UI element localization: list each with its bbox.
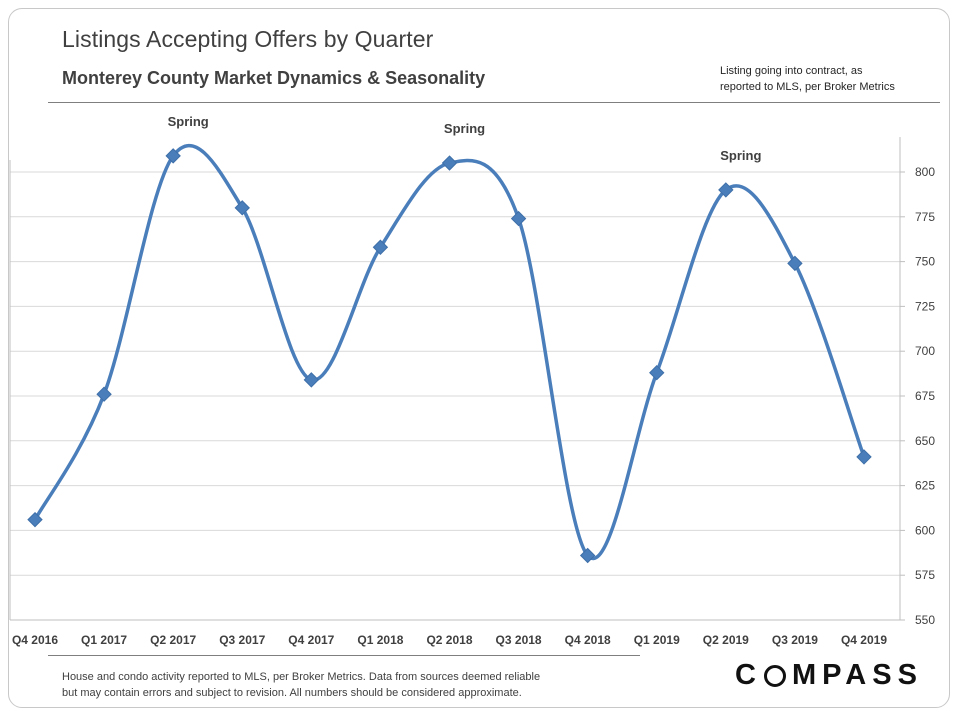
data-point (787, 255, 803, 272)
y-tick-label: 775 (915, 210, 935, 224)
x-tick-label: Q3 2017 (219, 633, 265, 647)
data-point (718, 182, 734, 198)
y-tick-label: 675 (915, 389, 935, 403)
x-tick-label: Q3 2019 (772, 633, 818, 647)
spring-annotation: Spring (168, 114, 209, 129)
disclaimer: House and condo activity reported to MLS… (62, 669, 622, 701)
y-tick-label: 575 (915, 568, 935, 582)
y-tick-label: 700 (915, 344, 935, 358)
data-point (27, 511, 43, 528)
x-tick-label: Q4 2017 (288, 633, 334, 647)
data-point (165, 148, 181, 164)
logo-text-left: C (735, 659, 762, 691)
chart-frame (8, 8, 950, 708)
data-point (649, 364, 665, 381)
data-point (510, 210, 527, 227)
y-tick-label: 550 (915, 613, 935, 627)
data-point (372, 239, 389, 255)
data-point (441, 155, 458, 171)
y-tick-label: 800 (915, 165, 935, 179)
logo-o-icon (763, 664, 786, 687)
data-point (234, 200, 250, 216)
x-tick-label: Q1 2017 (81, 633, 127, 647)
x-tick-label: Q1 2019 (634, 633, 680, 647)
x-tick-label: Q4 2018 (565, 633, 611, 647)
disclaimer-line-2: but may contain errors and subject to re… (62, 687, 522, 699)
x-tick-label: Q2 2018 (426, 633, 472, 647)
x-tick-label: Q1 2018 (357, 633, 403, 647)
source-note-line-2: reported to MLS, per Broker Metrics (720, 81, 895, 93)
x-tick-label: Q2 2019 (703, 633, 749, 647)
source-note: Listing going into contract, as reported… (720, 63, 935, 95)
data-point (579, 547, 596, 564)
y-tick-label: 600 (915, 523, 935, 537)
x-tick-label: Q3 2018 (496, 633, 542, 647)
footer-divider (48, 655, 640, 656)
header-divider (48, 102, 940, 103)
spring-annotation: Spring (720, 148, 761, 163)
series-line (33, 143, 866, 561)
data-point (303, 372, 320, 388)
x-tick-label: Q4 2019 (841, 633, 887, 647)
compass-logo: C MPASS (735, 659, 923, 692)
data-point (96, 386, 112, 402)
y-tick-label: 750 (915, 255, 935, 269)
x-tick-label: Q2 2017 (150, 633, 196, 647)
data-point (856, 449, 872, 465)
x-tick-label: Q4 2016 (12, 633, 58, 647)
page-title: Listings Accepting Offers by Quarter (62, 26, 434, 52)
y-tick-label: 725 (915, 299, 935, 313)
y-tick-label: 625 (915, 479, 935, 493)
spring-annotation: Spring (444, 121, 485, 136)
y-tick-label: 650 (915, 434, 935, 448)
logo-text-right: MPASS (791, 659, 923, 691)
page-subtitle: Monterey County Market Dynamics & Season… (62, 68, 486, 88)
disclaimer-line-1: House and condo activity reported to MLS… (62, 671, 541, 683)
source-note-line-1: Listing going into contract, as (720, 65, 863, 77)
